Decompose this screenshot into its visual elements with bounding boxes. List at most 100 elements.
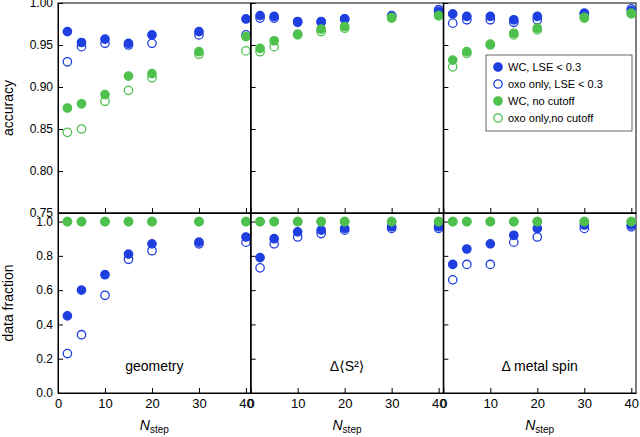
point xyxy=(77,286,85,294)
y-tick-mark xyxy=(58,171,63,172)
y-axis xyxy=(251,4,256,214)
point xyxy=(63,312,71,320)
point xyxy=(463,217,471,225)
y-tick-mark xyxy=(443,87,448,88)
point xyxy=(124,217,132,225)
y-tick: 0.6 xyxy=(36,283,63,297)
legend-label: oxo only, LSE < 0.3 xyxy=(508,78,603,90)
x-tick xyxy=(345,208,346,213)
y-tick xyxy=(251,45,256,46)
point xyxy=(63,27,71,35)
y-tick xyxy=(443,87,448,88)
y-tick-mark xyxy=(58,324,63,325)
y-tick-label: 0.4 xyxy=(36,318,53,332)
legend-box xyxy=(486,55,632,131)
x-tick-label: 30 xyxy=(385,396,399,411)
point xyxy=(195,240,203,248)
point xyxy=(486,260,494,268)
x-tick-mark xyxy=(490,208,491,213)
y-axis: 0.0 0.2 0.4 0.6 0.8 1.0 xyxy=(36,214,63,401)
x-tick-mark xyxy=(392,388,393,393)
point xyxy=(256,217,264,225)
point xyxy=(627,217,635,225)
point xyxy=(449,217,457,225)
y-tick-mark xyxy=(58,256,63,257)
legend: WC, LSE < 0.3oxo only, LSE < 0.3WC, no c… xyxy=(486,55,632,131)
point xyxy=(434,217,442,225)
y-tick-mark xyxy=(58,290,63,291)
x-axis-line xyxy=(251,393,444,394)
x-tick-label: 10 xyxy=(98,396,112,411)
y-tick: 1.0 xyxy=(36,215,63,229)
x-tick: 40 xyxy=(625,388,639,411)
point xyxy=(449,63,457,71)
plot-frame xyxy=(58,213,251,393)
x-tick-label: 20 xyxy=(145,396,159,411)
y-tick-mark xyxy=(443,359,448,360)
point xyxy=(486,217,494,225)
point xyxy=(242,32,250,40)
y-tick-label: 0.2 xyxy=(36,352,53,366)
point xyxy=(293,31,301,39)
point xyxy=(270,42,278,50)
y-tick-mark xyxy=(58,45,63,46)
panel xyxy=(251,3,444,214)
point xyxy=(486,41,494,49)
x-tick-mark xyxy=(298,388,299,393)
x-tick-label: 40 xyxy=(625,396,639,411)
y-tick xyxy=(251,222,256,223)
y-tick-label: 1.0 xyxy=(36,215,53,229)
point xyxy=(340,24,348,32)
x-tick xyxy=(298,208,299,213)
x-axis-title-sub: step xyxy=(343,424,362,435)
x-tick xyxy=(439,208,440,213)
y-tick: 0.0 xyxy=(36,386,63,400)
y-tick-label: 0.85 xyxy=(30,122,54,136)
point xyxy=(449,260,457,268)
point xyxy=(580,217,588,225)
point xyxy=(449,19,457,27)
x-tick-mark xyxy=(105,208,106,213)
y-tick-mark xyxy=(58,393,63,394)
x-tick-label: 30 xyxy=(578,396,592,411)
y-tick-mark xyxy=(251,87,256,88)
y-tick xyxy=(443,324,448,325)
y-tick-mark xyxy=(251,359,256,360)
x-tick xyxy=(584,208,585,213)
panel: 0.750.800.850.900.951.00accuracy xyxy=(0,0,251,220)
x-tick-label: 20 xyxy=(338,396,352,411)
point xyxy=(533,217,541,225)
point xyxy=(463,245,471,253)
y-tick xyxy=(251,290,256,291)
x-axis-title: Nstep xyxy=(140,417,169,435)
marks xyxy=(63,15,250,137)
point xyxy=(317,229,325,237)
point xyxy=(256,264,264,272)
point xyxy=(101,217,109,225)
point xyxy=(580,13,588,21)
point xyxy=(148,31,156,39)
point xyxy=(580,14,588,22)
x-tick: 10 xyxy=(484,388,498,411)
panel: WC, LSE < 0.3oxo only, LSE < 0.3WC, no c… xyxy=(443,3,636,214)
x-tick: 20 xyxy=(145,388,159,411)
panel: 0102030400.00.20.40.60.81.0geometrydata … xyxy=(0,213,254,435)
y-tick-label: 0.95 xyxy=(30,38,54,52)
point xyxy=(101,97,109,105)
figure: 0.750.800.850.900.951.00accuracy WC, LSE … xyxy=(0,0,640,437)
point xyxy=(340,217,348,225)
x-tick-mark xyxy=(537,208,538,213)
point xyxy=(270,217,278,225)
y-tick: 0.8 xyxy=(36,249,63,263)
y-tick xyxy=(251,87,256,88)
y-tick xyxy=(251,171,256,172)
point xyxy=(63,349,71,357)
point xyxy=(387,217,395,225)
point xyxy=(77,217,85,225)
x-tick-label: 10 xyxy=(291,396,305,411)
point xyxy=(195,50,203,58)
point xyxy=(463,260,471,268)
y-tick-mark xyxy=(251,171,256,172)
point xyxy=(77,42,85,50)
x-axis-title: Nstep xyxy=(332,417,361,435)
